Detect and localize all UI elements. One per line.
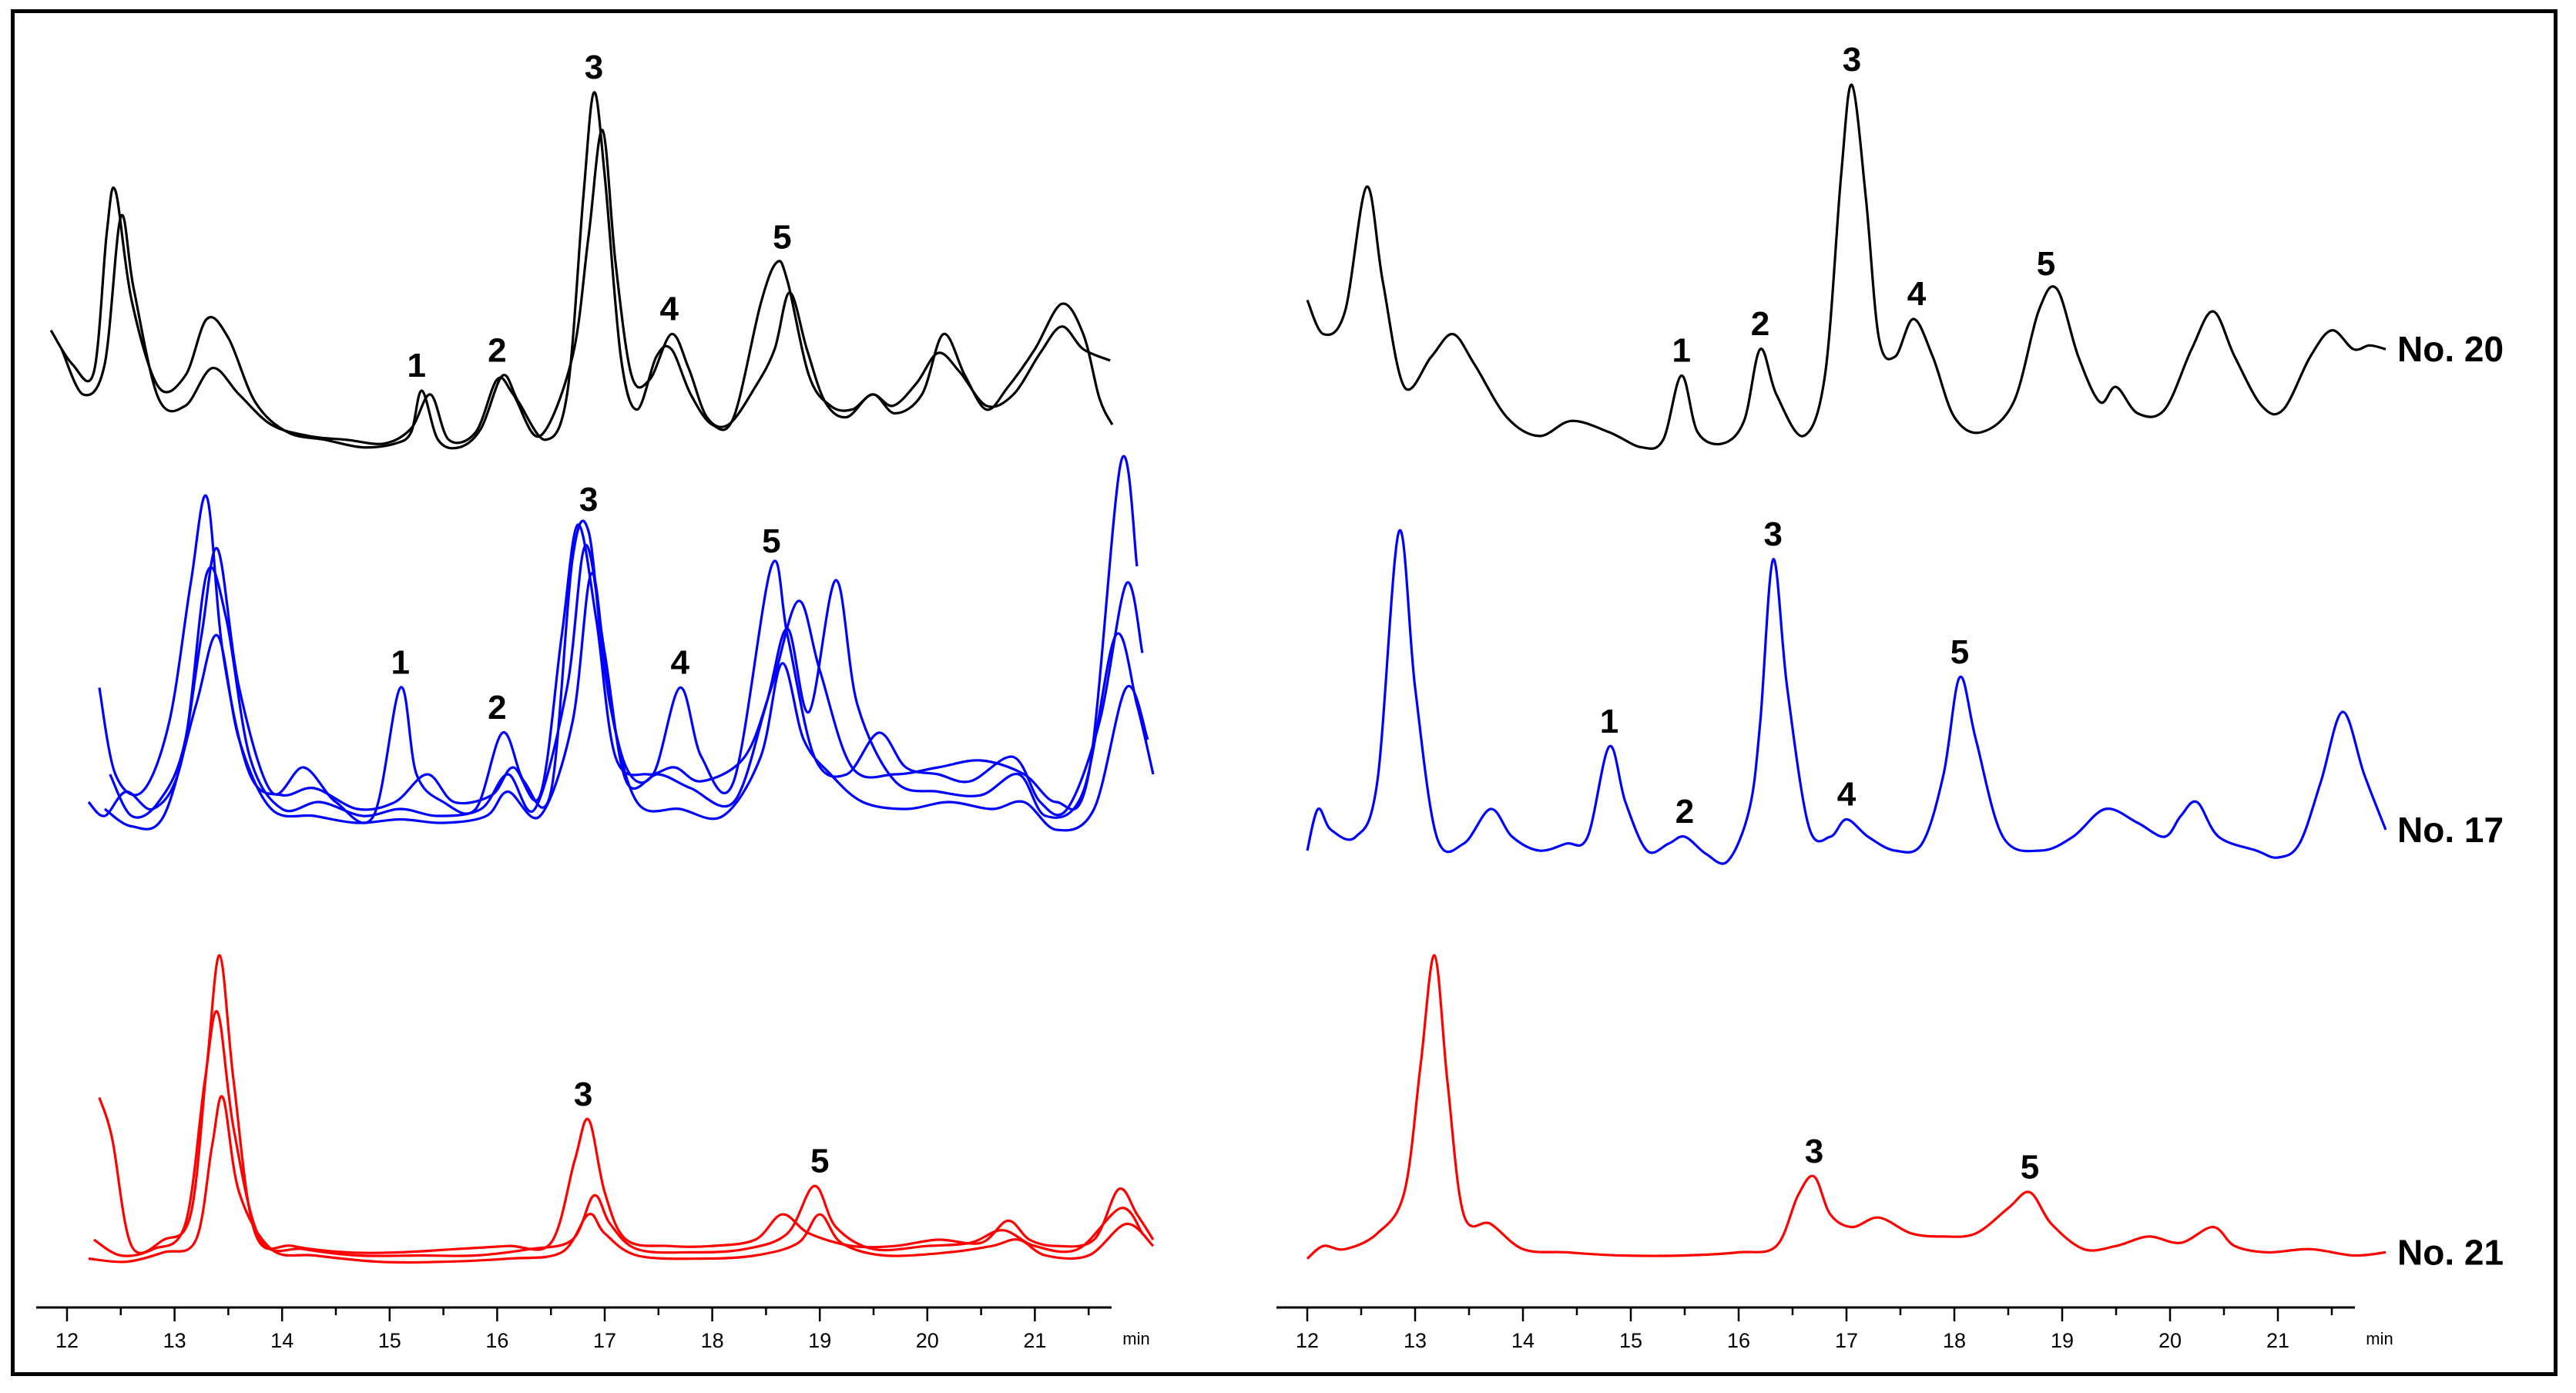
- x-tick-label: 12: [1296, 1329, 1319, 1352]
- peak-label-1: 1: [407, 347, 425, 384]
- x-tick-label: 15: [378, 1329, 401, 1352]
- peak-label-2: 2: [1675, 793, 1694, 831]
- blue-trace-1: [1306, 529, 2387, 865]
- x-unit-label: min: [1122, 1329, 1149, 1348]
- right-red-traces: 3 5 No. 21: [1306, 954, 2504, 1272]
- peak-label-5: 5: [773, 219, 791, 257]
- peak-label-3: 3: [1764, 515, 1783, 553]
- left-red-traces: 35: [88, 954, 1155, 1264]
- peak-label-3: 3: [579, 481, 598, 519]
- x-tick-label: 18: [1943, 1329, 1966, 1352]
- black-trace-2: [60, 129, 1111, 445]
- peak-label-4: 4: [660, 290, 679, 328]
- peak-label-3: 3: [574, 1076, 592, 1113]
- peak-label-1: 1: [1672, 332, 1691, 370]
- x-tick-label: 19: [2051, 1329, 2074, 1352]
- x-tick-label: 17: [593, 1329, 616, 1352]
- left-blue-traces: 1 2 3 4 5: [87, 455, 1155, 832]
- sample-label: No. 20: [2397, 329, 2504, 369]
- peak-label-3: 3: [585, 49, 603, 86]
- x-tick-label: 13: [163, 1329, 186, 1352]
- x-tick-label: 16: [485, 1329, 508, 1352]
- peak-label-1: 1: [391, 644, 410, 682]
- x-tick-label: 19: [808, 1329, 831, 1352]
- right-blue-traces: 1 2 3 4 5 No. 17: [1306, 515, 2504, 865]
- x-tick-label: 16: [1727, 1329, 1750, 1352]
- red-trace-1: [98, 954, 1155, 1254]
- x-tick-label: 14: [1511, 1329, 1535, 1352]
- black-trace-1: [1306, 83, 2386, 450]
- peak-label-2: 2: [488, 332, 506, 370]
- peak-label-5: 5: [762, 522, 780, 560]
- blue-trace-2: [98, 455, 1139, 811]
- x-tick-label: 20: [2158, 1329, 2182, 1352]
- right-black-traces: 1 2 3 4 5 No. 20: [1306, 41, 2504, 450]
- peak-label-5: 5: [2021, 1149, 2039, 1187]
- peak-label-4: 4: [1837, 776, 1857, 814]
- peak-label-2: 2: [488, 689, 506, 727]
- x-tick-label: 17: [1835, 1329, 1858, 1352]
- x-unit-label: min: [2366, 1329, 2393, 1348]
- peak-label-4: 4: [1907, 275, 1927, 313]
- sample-label: No. 17: [2397, 810, 2504, 850]
- x-tick-label: 21: [1023, 1329, 1046, 1352]
- x-tick-label: 15: [1619, 1329, 1642, 1352]
- peak-label-5: 5: [2037, 245, 2055, 283]
- peak-label-4: 4: [670, 644, 689, 682]
- blue-trace-1: [87, 519, 1144, 824]
- peak-label-2: 2: [1751, 305, 1769, 343]
- x-tick-label: 12: [55, 1329, 79, 1352]
- peak-label-5: 5: [810, 1142, 829, 1180]
- x-tick-label: 13: [1404, 1329, 1427, 1352]
- peak-label-5: 5: [1950, 633, 1969, 671]
- x-tick-label: 18: [701, 1329, 724, 1352]
- red-trace-1: [1306, 954, 2386, 1260]
- black-trace-1: [49, 91, 1114, 450]
- x-tick-label: 21: [2266, 1329, 2289, 1352]
- blue-trace-4: [103, 572, 1149, 832]
- x-tick-label: 14: [270, 1329, 293, 1352]
- red-trace-2: [93, 1009, 1144, 1257]
- peak-label-3: 3: [1805, 1133, 1823, 1170]
- x-tick-label: 20: [916, 1329, 939, 1352]
- red-trace-3: [88, 1095, 1155, 1264]
- figure-frame: [11, 9, 2558, 1376]
- peak-label-3: 3: [1843, 41, 1861, 79]
- sample-label: No. 21: [2397, 1232, 2504, 1272]
- peak-label-1: 1: [1600, 703, 1618, 740]
- left-black-traces: 1 2 3 4 5: [49, 49, 1114, 450]
